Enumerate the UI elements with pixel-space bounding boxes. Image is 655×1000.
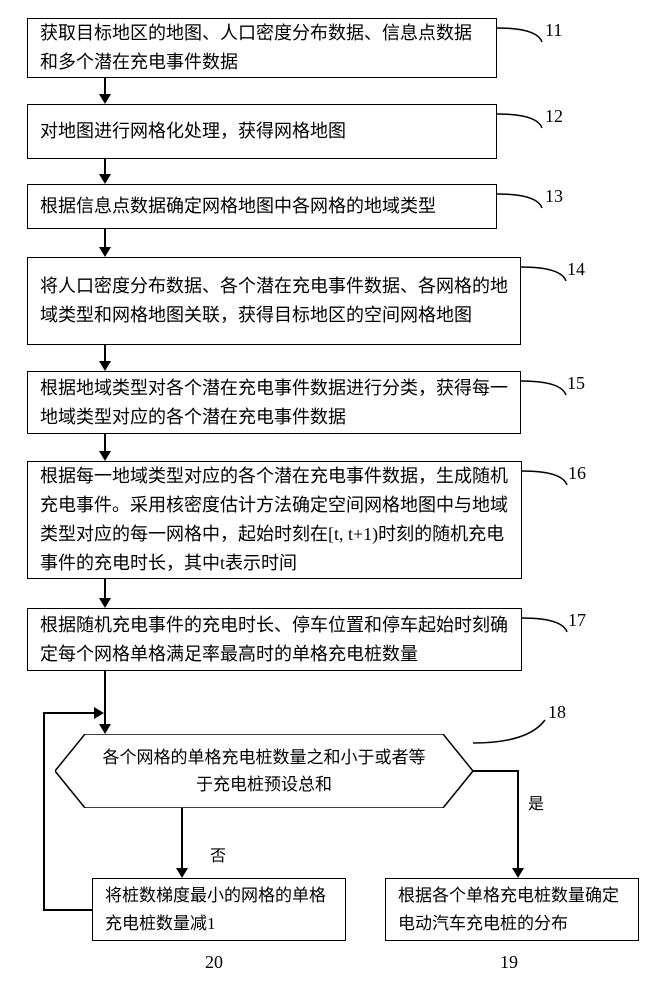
step-16-box: 根据每一地域类型对应的各个潜在充电事件数据，生成随机充电事件。采用核密度估计方法… — [27, 461, 522, 579]
step-15-label: 15 — [567, 373, 585, 394]
step-15-text: 根据地域类型对各个潜在充电事件数据进行分类，获得每一地域类型对应的各个潜在充电事… — [40, 374, 508, 432]
step-13-box: 根据信息点数据确定网格地图中各网格的地域类型 — [27, 184, 497, 229]
step-17-box: 根据随机充电事件的充电时长、停车位置和停车起始时刻确定每个网格单格满足率最高时的… — [27, 608, 522, 671]
step-15-box: 根据地域类型对各个潜在充电事件数据进行分类，获得每一地域类型对应的各个潜在充电事… — [27, 371, 521, 434]
step-16-label: 16 — [568, 463, 586, 484]
arrow-head-12-13 — [99, 174, 111, 184]
step-17-leader — [522, 610, 570, 635]
step-12-text: 对地图进行网格化处理，获得网格地图 — [40, 117, 346, 146]
arrow-head-15-16 — [99, 451, 111, 461]
arrow-12-13 — [104, 159, 106, 174]
decision-18-leader — [473, 715, 548, 750]
arrow-head-14-15 — [99, 361, 111, 371]
step-15-leader — [521, 373, 569, 398]
step-16-text: 根据每一地域类型对应的各个潜在充电事件数据，生成随机充电事件。采用核密度估计方法… — [40, 462, 509, 577]
outcome-20-text: 将桩数梯度最小的网格的单格充电桩数量减1 — [105, 882, 333, 936]
step-12-label: 12 — [545, 106, 563, 127]
arrow-head-yes-branch — [512, 868, 524, 878]
loopback-horiz1 — [43, 909, 92, 911]
step-17-text: 根据随机充电事件的充电时长、停车位置和停车起始时刻确定每个网格单格满足率最高时的… — [40, 611, 509, 669]
arrow-15-16 — [104, 434, 106, 451]
arrow-head-no-branch — [176, 868, 188, 878]
decision-yes-label: 是 — [528, 790, 544, 814]
step-14-text: 将人口密度分布数据、各个潜在充电事件数据、各网格的地域类型和网格地图关联，获得目… — [40, 272, 508, 330]
outcome-19-box: 根据各个单格充电桩数量确定电动汽车充电桩的分布 — [385, 878, 639, 941]
outcome-20-box: 将桩数梯度最小的网格的单格充电桩数量减1 — [92, 878, 346, 941]
step-13-leader — [497, 186, 545, 211]
outcome-19-text: 根据各个单格充电桩数量确定电动汽车充电桩的分布 — [398, 882, 626, 936]
step-17-label: 17 — [568, 610, 586, 631]
step-12-box: 对地图进行网格化处理，获得网格地图 — [27, 104, 497, 159]
decision-18-label: 18 — [548, 702, 566, 723]
step-12-leader — [497, 106, 545, 131]
arrow-yes-horiz — [473, 770, 518, 772]
decision-no-label: 否 — [210, 842, 226, 866]
loopback-vert — [43, 712, 45, 910]
arrow-head-17-18 — [99, 724, 111, 734]
arrow-head-13-14 — [99, 247, 111, 257]
arrow-14-15 — [104, 345, 106, 361]
step-13-label: 13 — [545, 186, 563, 207]
decision-18-text: 各个网格的单格充电桩数量之和小于或者等于充电桩预设总和 — [100, 744, 428, 798]
arrow-13-14 — [104, 229, 106, 247]
decision-18-box: 各个网格的单格充电桩数量之和小于或者等于充电桩预设总和 — [55, 734, 473, 808]
outcome-19-label: 19 — [500, 952, 518, 973]
step-11-text: 获取目标地区的地图、人口密度分布数据、信息点数据和多个潜在充电事件数据 — [40, 19, 484, 77]
step-16-leader — [522, 463, 570, 488]
step-13-text: 根据信息点数据确定网格地图中各网格的地域类型 — [40, 192, 436, 221]
arrow-17-18 — [104, 671, 106, 724]
step-14-label: 14 — [567, 259, 585, 280]
arrow-16-17 — [104, 579, 106, 598]
step-14-leader — [521, 259, 569, 284]
loopback-horiz2 — [43, 712, 95, 714]
step-11-box: 获取目标地区的地图、人口密度分布数据、信息点数据和多个潜在充电事件数据 — [27, 18, 497, 78]
step-14-box: 将人口密度分布数据、各个潜在充电事件数据、各网格的地域类型和网格地图关联，获得目… — [27, 257, 521, 345]
outcome-20-label: 20 — [205, 952, 223, 973]
step-11-label: 11 — [545, 20, 562, 41]
arrow-no-branch — [181, 808, 183, 868]
arrow-head-16-17 — [99, 598, 111, 608]
arrow-yes-vert — [517, 770, 519, 868]
step-11-leader — [497, 20, 545, 45]
flowchart-container: 获取目标地区的地图、人口密度分布数据、信息点数据和多个潜在充电事件数据 11 对… — [0, 0, 655, 1000]
arrow-head-loopback — [94, 707, 104, 719]
arrow-head-11-12 — [99, 94, 111, 104]
arrow-11-12 — [104, 78, 106, 94]
